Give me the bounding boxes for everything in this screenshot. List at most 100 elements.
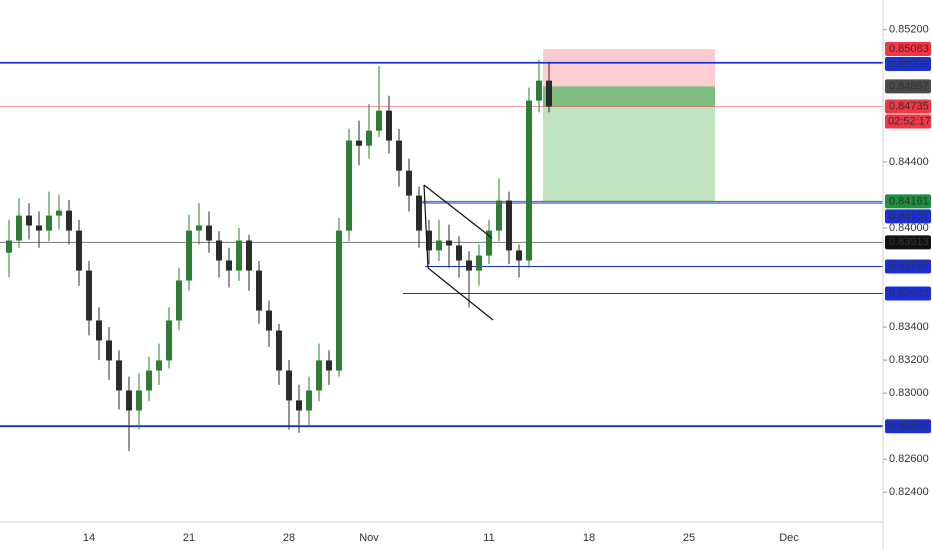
candle-body [66, 210, 72, 231]
price-label: 0.84151 [889, 210, 929, 222]
candle-body [416, 195, 422, 231]
price-label-box [885, 194, 931, 209]
x-tick-label: 28 [283, 532, 295, 544]
candle-body [136, 390, 142, 411]
candle-body [266, 310, 272, 331]
candle-body [456, 245, 462, 261]
candle-body [56, 210, 62, 216]
x-tick-label: Dec [779, 532, 799, 544]
price-label: 0.83603 [889, 287, 929, 299]
candle-body [86, 270, 92, 321]
candle-body [486, 230, 492, 256]
price-label: 0.83913 [889, 236, 929, 248]
price-label-box [885, 57, 931, 72]
price-label: 0.84735 [889, 100, 929, 112]
price-label: 0.84857 [889, 80, 929, 92]
candle-body [346, 140, 352, 231]
candle-body [466, 260, 472, 271]
candle-body [546, 80, 552, 107]
price-label-box [885, 99, 931, 114]
axes: 0.85200 0.84400 0.84000 0.83400 0.83200 0.830… [83, 24, 931, 544]
price-label: 0.83767 [889, 260, 929, 272]
candle-body [286, 370, 292, 401]
x-tick-label: 21 [183, 532, 195, 544]
price-label-box [885, 235, 931, 250]
x-tick-label: Nov [359, 532, 379, 544]
open-profit-zone [543, 86, 715, 107]
candle-body [156, 360, 162, 371]
candle-body [46, 215, 52, 231]
price-label-box [885, 419, 931, 434]
price-label-box [885, 42, 931, 57]
candle-body [196, 225, 202, 231]
x-tick-label: 14 [83, 532, 95, 544]
candle-body [96, 320, 102, 341]
y-tick-label: 0.83200 [889, 354, 929, 366]
candle-body [336, 230, 342, 371]
x-tick-label: 18 [583, 532, 595, 544]
y-tick-label: 0.85200 [889, 24, 929, 36]
candle-body [106, 340, 112, 361]
candle-body [476, 255, 482, 271]
candle-body [176, 280, 182, 321]
price-label-box [885, 209, 931, 224]
candle-body [36, 225, 42, 231]
candle-body [166, 320, 172, 361]
candle-body [306, 390, 312, 411]
y-tick-label: 0.82600 [889, 453, 929, 465]
price-label: 0.85083 [889, 43, 929, 55]
candle-body [316, 360, 322, 391]
candle-body [386, 110, 392, 141]
candle-body [256, 270, 262, 311]
x-tick-label: 25 [683, 532, 695, 544]
trend-line [423, 184, 493, 239]
candle-body [126, 390, 132, 411]
candle-body [116, 360, 122, 391]
candle-body [216, 240, 222, 261]
price-label: 0.82800 [889, 420, 929, 432]
candle-body [246, 240, 252, 271]
candle-body [396, 140, 402, 171]
target-zone [543, 86, 715, 202]
price-label: 0.84161 [889, 195, 929, 207]
candle-body [496, 200, 502, 231]
candle-body [526, 100, 532, 261]
trend-line [427, 267, 494, 321]
countdown-box [885, 114, 931, 129]
candle-body [426, 230, 432, 251]
candle-body [376, 110, 382, 131]
candle-body [506, 200, 512, 251]
candle-body [276, 330, 282, 371]
plot-area [0, 49, 883, 451]
stop-zone [543, 49, 715, 87]
price-label: 0.85000 [889, 58, 929, 70]
y-tick-label: 0.84000 [889, 222, 929, 234]
candle-body [26, 215, 32, 226]
countdown: 02:52:17 [888, 115, 931, 127]
candle-body [296, 400, 302, 411]
candle-body [6, 240, 12, 253]
y-tick-label: 0.84400 [889, 156, 929, 168]
candle-body [446, 240, 452, 246]
price-label-box [885, 259, 931, 274]
candle-body [76, 230, 82, 271]
candle-body [366, 130, 372, 146]
candle-body [186, 230, 192, 281]
candle-body [16, 215, 22, 241]
candle-body [406, 170, 412, 196]
y-tick-label: 0.82400 [889, 486, 929, 498]
x-tick-label: 11 [483, 532, 494, 544]
candle-body [146, 370, 152, 391]
y-tick-label: 0.83400 [889, 321, 929, 333]
candle-body [326, 360, 332, 371]
price-label-box [885, 79, 931, 94]
candle-body [536, 80, 542, 101]
candle-body [356, 140, 362, 146]
wedge-drawing [423, 184, 494, 321]
candle-body [226, 260, 232, 271]
candle-body [436, 240, 442, 251]
candle-body [236, 240, 242, 271]
trend-line [423, 184, 429, 269]
